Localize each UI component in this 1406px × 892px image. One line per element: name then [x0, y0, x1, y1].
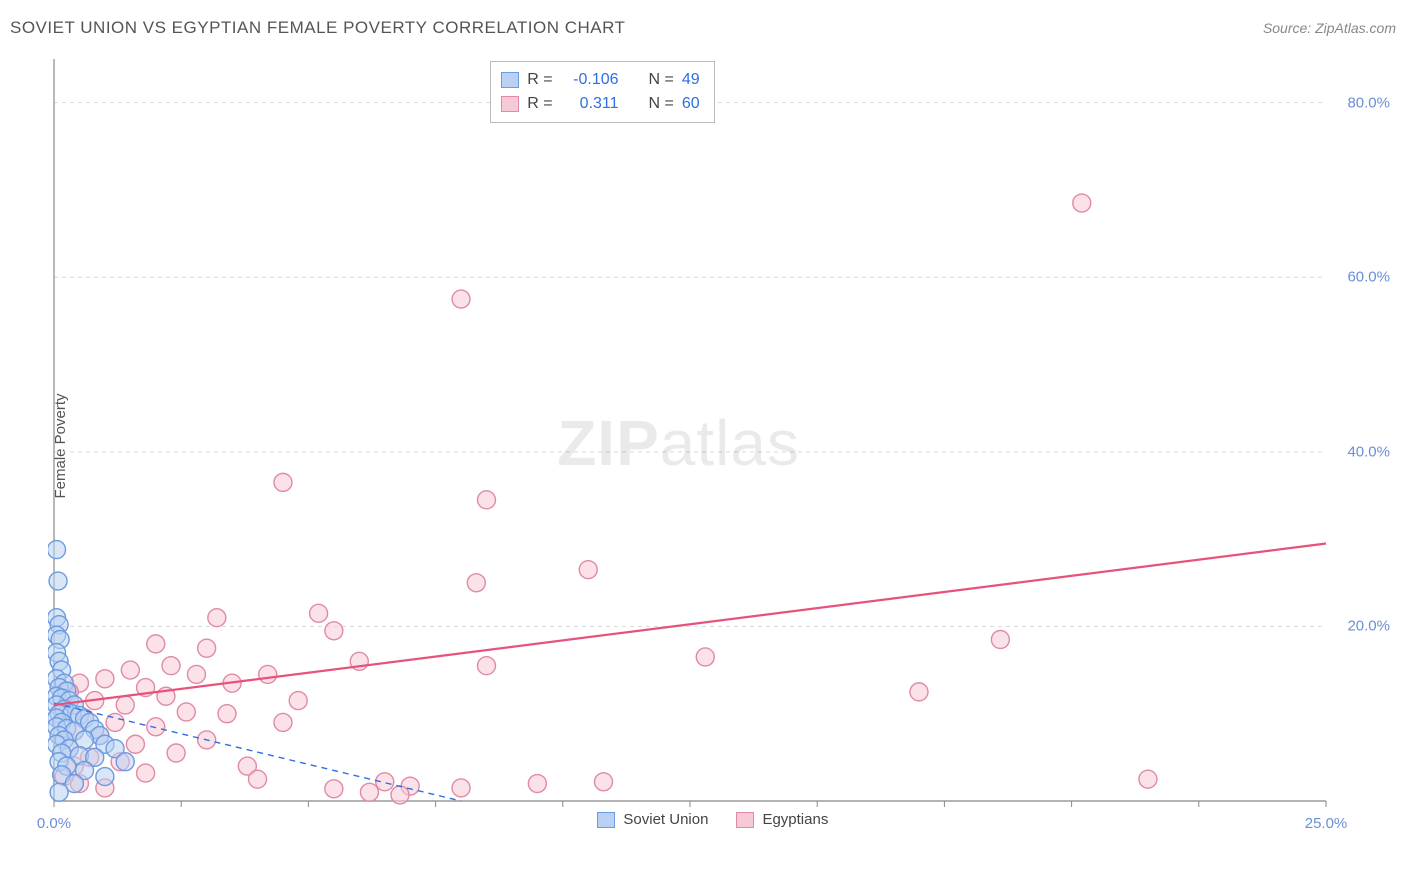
n-label: N = [649, 68, 674, 92]
y-tick-label: 80.0% [1347, 94, 1390, 111]
n-label: N = [649, 92, 674, 116]
legend-series-item: Soviet Union [597, 811, 708, 828]
x-tick-label: 0.0% [37, 815, 71, 832]
scatter-svg [48, 55, 1388, 835]
r-label: R = [527, 68, 552, 92]
legend-series-label: Egyptians [762, 811, 828, 828]
r-label: R = [527, 92, 552, 116]
y-tick-label: 20.0% [1347, 618, 1390, 635]
legend-swatch [501, 72, 519, 88]
legend-swatch [736, 812, 754, 828]
legend-stats-row: R = -0.106 N = 49 [501, 68, 699, 92]
y-tick-label: 60.0% [1347, 269, 1390, 286]
plot-area: ZIPatlas R =-0.106N =49R =0.311N =60 Sov… [48, 55, 1388, 835]
n-value: 49 [682, 68, 700, 92]
legend-series: Soviet Union Egyptians [597, 811, 828, 828]
source-label: Source: ZipAtlas.com [1263, 20, 1396, 36]
legend-swatch [501, 96, 519, 112]
x-tick-label: 25.0% [1305, 815, 1348, 832]
y-tick-label: 40.0% [1347, 443, 1390, 460]
legend-series-label: Soviet Union [623, 811, 708, 828]
chart-title: SOVIET UNION VS EGYPTIAN FEMALE POVERTY … [10, 18, 625, 38]
legend-stats-row: R = 0.311 N = 60 [501, 92, 699, 116]
legend-swatch [597, 812, 615, 828]
r-value: -0.106 [561, 68, 619, 92]
r-value: 0.311 [561, 92, 619, 116]
n-value: 60 [682, 92, 700, 116]
title-bar: SOVIET UNION VS EGYPTIAN FEMALE POVERTY … [10, 18, 1396, 38]
legend-series-item: Egyptians [736, 811, 828, 828]
legend-stats: R = -0.106 N = 49 R = 0.311 N = 60 [490, 61, 714, 123]
